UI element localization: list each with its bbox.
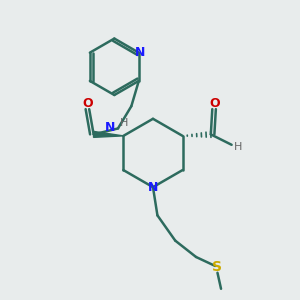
Text: H: H — [120, 118, 129, 128]
Polygon shape — [94, 131, 123, 137]
Text: N: N — [148, 181, 158, 194]
Text: S: S — [212, 260, 223, 274]
Text: O: O — [82, 97, 93, 110]
Text: N: N — [105, 122, 115, 134]
Text: O: O — [209, 97, 220, 110]
Text: H: H — [234, 142, 242, 152]
Text: N: N — [135, 46, 146, 59]
